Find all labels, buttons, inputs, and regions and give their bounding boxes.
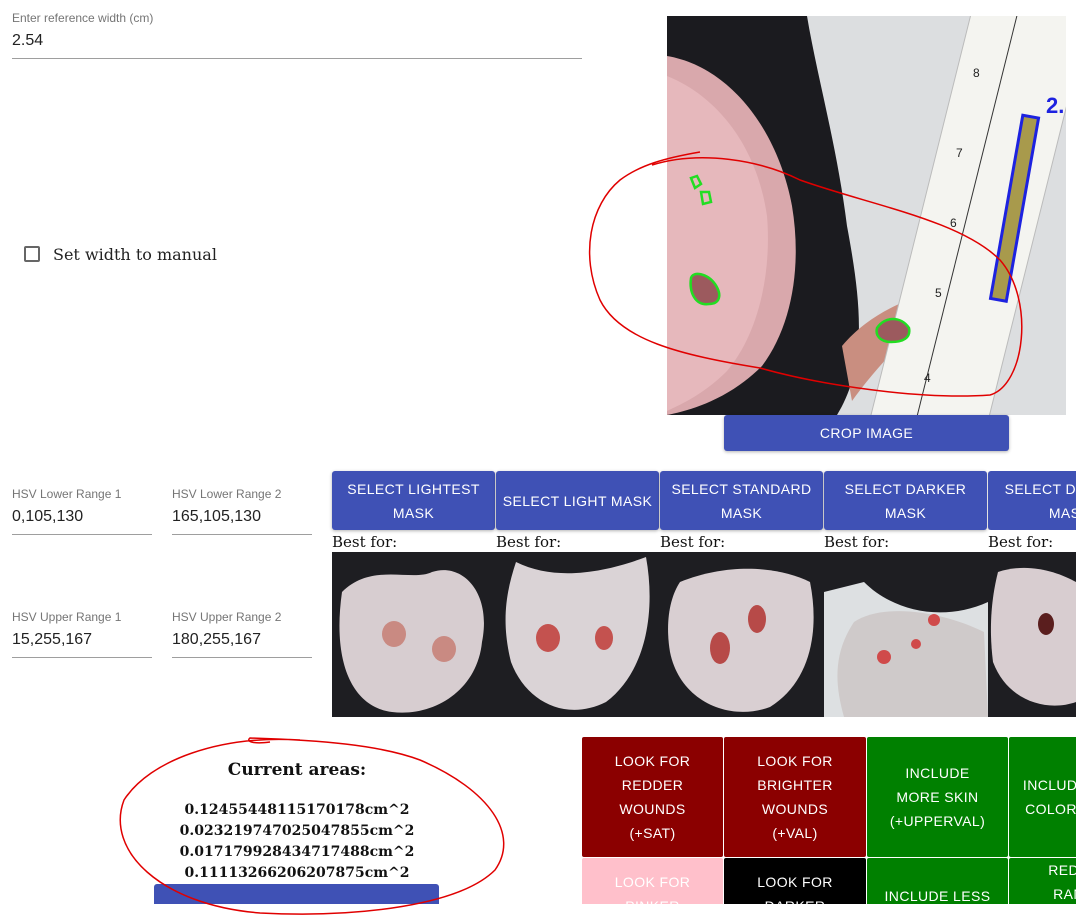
ruler-tick-label: 6 (950, 216, 957, 230)
ruler-tick-label: 5 (935, 286, 942, 300)
look-pinker-button[interactable]: LOOK FOR PINKER (582, 858, 723, 904)
tone-button-grid: LOOK FOR REDDER WOUNDS (+SAT) LOOK FOR B… (582, 737, 1076, 904)
hsv-lower-2-label: HSV Lower Range 2 (172, 487, 282, 501)
look-redder-button[interactable]: LOOK FOR REDDER WOUNDS (+SAT) (582, 737, 723, 857)
ruler-measurement: 2. (1046, 93, 1065, 118)
hsv-upper-2-label: HSV Upper Range 2 (172, 610, 282, 624)
area-value: 0.12455448115170178cm^2 (184, 802, 410, 818)
best-for-label: Best for: (660, 533, 726, 551)
best-for-label: Best for: (332, 533, 398, 551)
partial-blue-button[interactable] (154, 884, 439, 904)
select-darkest-mask-button[interactable]: SELECT DARKEST MASK (988, 471, 1076, 530)
manual-width-checkbox[interactable] (24, 246, 40, 262)
standard-example-image (660, 552, 824, 717)
manual-width-label: Set width to manual (53, 245, 217, 264)
ruler-tick-label: 8 (973, 66, 980, 80)
wound-photo (667, 16, 1066, 415)
light-example-image (496, 552, 660, 717)
select-light-mask-button[interactable]: SELECT LIGHT MASK (496, 471, 659, 530)
select-standard-mask-button[interactable]: SELECT STANDARD MASK (660, 471, 823, 530)
look-brighter-button[interactable]: LOOK FOR BRIGHTER WOUNDS (+VAL) (724, 737, 866, 857)
look-darker-button[interactable]: LOOK FOR DARKER (724, 858, 866, 904)
darkest-example-image (988, 552, 1076, 717)
hsv-lower-2-input[interactable]: 165,105,130 (172, 508, 312, 535)
hsv-upper-1-label: HSV Upper Range 1 (12, 610, 122, 624)
reference-width-input[interactable]: 2.54 (12, 32, 582, 59)
hsv-lower-1-label: HSV Lower Range 1 (12, 487, 122, 501)
darker-example-image (824, 552, 988, 717)
area-value: 0.023219747025047855cm^2 (179, 823, 415, 839)
best-for-label: Best for: (988, 533, 1054, 551)
ruler-tick-label: 4 (924, 371, 931, 385)
include-more-color-button[interactable]: INCLUDE MORE COLOR RANGE (1009, 737, 1076, 857)
hsv-upper-2-input[interactable]: 180,255,167 (172, 631, 312, 658)
reference-width-label: Enter reference width (cm) (12, 11, 154, 25)
include-less-button[interactable]: INCLUDE LESS (867, 858, 1008, 904)
select-darker-mask-button[interactable]: SELECT DARKER MASK (824, 471, 987, 530)
area-value: 0.017179928434717488cm^2 (179, 844, 415, 860)
select-darkest-mask-clip: SELECT DARKEST MASK (988, 471, 1076, 530)
lightest-example-image (332, 552, 496, 717)
best-for-label: Best for: (496, 533, 562, 551)
hsv-lower-1-input[interactable]: 0,105,130 (12, 508, 152, 535)
wound-image[interactable]: 2. 8 7 6 5 4 (667, 16, 1066, 415)
best-for-label: Best for: (824, 533, 890, 551)
select-lightest-mask-button[interactable]: SELECT LIGHTEST MASK (332, 471, 495, 530)
ruler-tick-label: 7 (956, 146, 963, 160)
current-areas-title: Current areas: (227, 760, 367, 780)
reduce-range-button[interactable]: REDUCE RANGE (1009, 858, 1076, 904)
crop-image-button[interactable]: CROP IMAGE (724, 415, 1009, 451)
hsv-upper-1-input[interactable]: 15,255,167 (12, 631, 152, 658)
area-value: 0.11113266206207875cm^2 (184, 865, 410, 881)
include-more-skin-button[interactable]: INCLUDE MORE SKIN (+UPPERVAL) (867, 737, 1008, 857)
